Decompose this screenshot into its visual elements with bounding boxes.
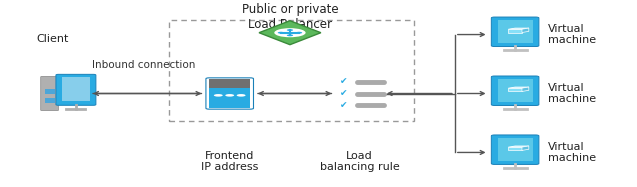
FancyBboxPatch shape bbox=[497, 20, 533, 43]
Circle shape bbox=[296, 32, 302, 34]
Circle shape bbox=[275, 28, 306, 37]
Circle shape bbox=[237, 94, 246, 97]
FancyBboxPatch shape bbox=[491, 17, 539, 47]
Circle shape bbox=[287, 29, 293, 31]
Polygon shape bbox=[508, 88, 522, 91]
FancyBboxPatch shape bbox=[45, 98, 55, 103]
Text: Public or private
Load Balancer: Public or private Load Balancer bbox=[241, 3, 338, 31]
Text: Frontend
IP address: Frontend IP address bbox=[201, 151, 259, 172]
Text: Load
balancing rule: Load balancing rule bbox=[320, 151, 399, 172]
Text: Virtual
machine: Virtual machine bbox=[548, 24, 596, 45]
Text: Inbound connection: Inbound connection bbox=[92, 59, 196, 70]
Polygon shape bbox=[508, 87, 529, 88]
FancyBboxPatch shape bbox=[209, 79, 250, 88]
FancyBboxPatch shape bbox=[41, 76, 59, 111]
Polygon shape bbox=[508, 147, 522, 150]
FancyBboxPatch shape bbox=[497, 138, 533, 161]
FancyBboxPatch shape bbox=[491, 76, 539, 105]
Polygon shape bbox=[522, 146, 529, 150]
Polygon shape bbox=[508, 28, 529, 29]
Polygon shape bbox=[259, 21, 321, 45]
FancyBboxPatch shape bbox=[209, 88, 250, 108]
Text: Client: Client bbox=[36, 34, 68, 44]
Circle shape bbox=[278, 32, 284, 34]
Text: Virtual
machine: Virtual machine bbox=[548, 142, 596, 163]
Polygon shape bbox=[508, 146, 529, 147]
Polygon shape bbox=[522, 87, 529, 91]
Circle shape bbox=[225, 94, 234, 97]
Text: ✔: ✔ bbox=[340, 77, 348, 86]
FancyBboxPatch shape bbox=[491, 135, 539, 164]
Text: ✔: ✔ bbox=[340, 89, 348, 98]
Text: ✔: ✔ bbox=[340, 101, 348, 110]
Text: Virtual
machine: Virtual machine bbox=[548, 83, 596, 104]
Circle shape bbox=[287, 34, 293, 36]
Circle shape bbox=[214, 94, 223, 97]
Polygon shape bbox=[508, 29, 522, 33]
Polygon shape bbox=[522, 28, 529, 33]
FancyBboxPatch shape bbox=[45, 89, 55, 94]
FancyBboxPatch shape bbox=[62, 77, 90, 101]
FancyBboxPatch shape bbox=[497, 79, 533, 102]
FancyBboxPatch shape bbox=[56, 74, 96, 105]
